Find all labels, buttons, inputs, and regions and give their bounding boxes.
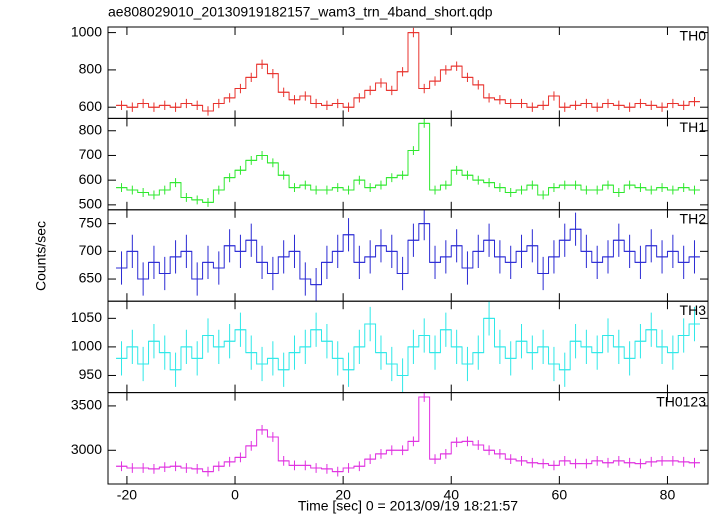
y-tick-label: 3500 [71,397,102,413]
y-tick-label: 800 [79,61,103,77]
y-tick-label: 650 [79,270,103,286]
y-tick-label: 1000 [71,338,102,354]
step-line [116,396,700,473]
panel-label: TH1 [680,119,707,135]
y-tick-label: 800 [79,121,103,137]
y-tick-label: 700 [79,146,103,162]
x-tick-label: 40 [443,487,459,503]
y-tick-label: 500 [79,196,103,212]
y-tick-label: 600 [79,98,103,114]
panel-label: TH0123 [656,393,706,409]
y-axis-label: Counts/sec [33,221,49,291]
y-tick-label: 750 [79,214,103,230]
y-tick-label: 3000 [71,441,102,457]
x-tick-label: -20 [117,487,137,503]
chart-title: ae808029010_20130919182157_wam3_trn_4ban… [108,4,493,20]
panel-label: TH0 [680,28,707,44]
y-tick-label: 700 [79,242,103,258]
panel-label: TH3 [680,302,707,318]
step-line [116,223,700,286]
y-tick-label: 1050 [71,309,102,325]
y-tick-label: 1000 [71,23,102,39]
panel-label: TH2 [680,211,707,227]
step-line [116,122,700,203]
y-tick-label: 600 [79,171,103,187]
x-tick-label: 80 [660,487,676,503]
y-tick-label: 950 [79,366,103,382]
x-tick-label: 60 [552,487,568,503]
x-tick-label: 20 [335,487,351,503]
x-tick-label: 0 [231,487,239,503]
x-axis-label: Time [sec] 0 = 2013/09/19 18:21:57 [298,498,518,514]
step-line [116,317,700,376]
panel-frame [107,392,709,485]
